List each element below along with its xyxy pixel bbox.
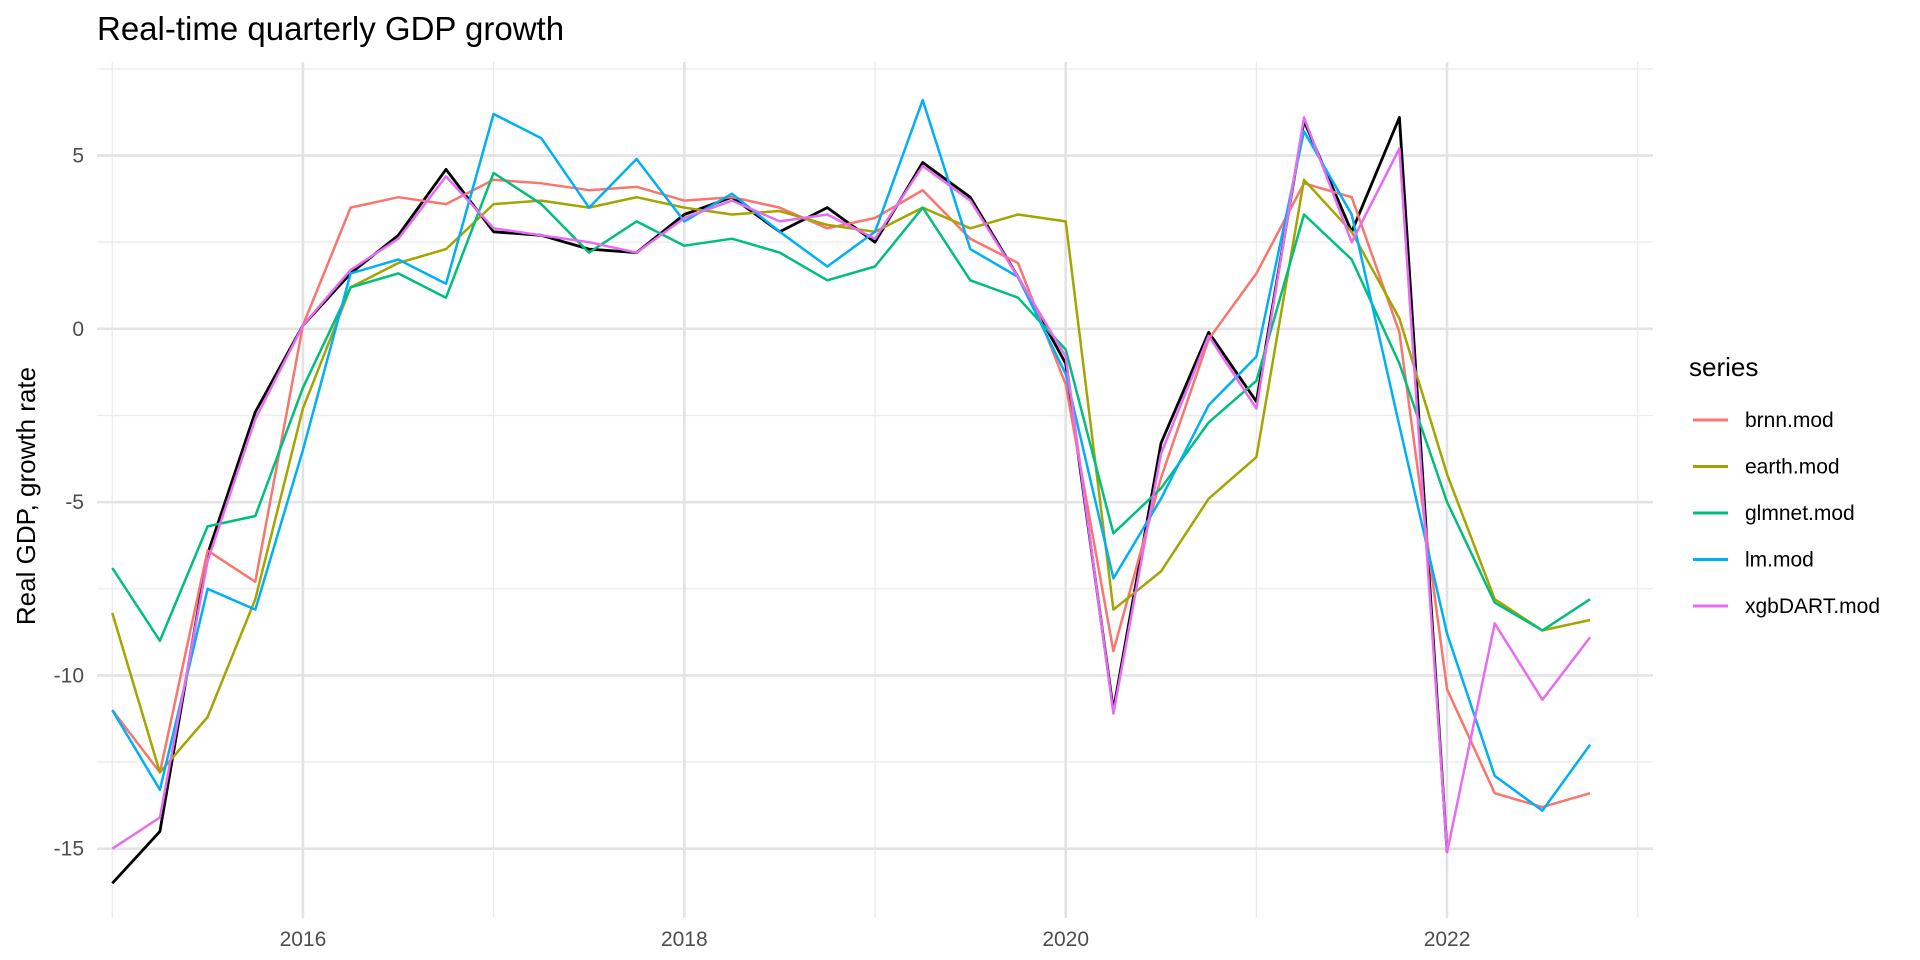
y-tick-label: -15: [54, 838, 84, 861]
major-grid: [97, 62, 1653, 918]
series-line-earth-mod: [111, 178, 1591, 774]
x-tick-label: 2016: [280, 928, 327, 951]
x-tick-label: 2020: [1042, 928, 1089, 951]
legend-item: glmnet.mod: [1693, 502, 1855, 525]
y-tick-label: 5: [72, 145, 84, 168]
legend-item: xgbDART.mod: [1693, 595, 1880, 618]
legend-label: lm.mod: [1745, 549, 1814, 572]
x-axis-tick-labels: 2016 2018 2020 2022: [280, 928, 1471, 951]
legend-label: xgbDART.mod: [1745, 595, 1880, 618]
series-line-lm-mod: [111, 98, 1592, 812]
legend-label: glmnet.mod: [1745, 502, 1855, 525]
legend-item: lm.mod: [1693, 549, 1814, 572]
y-tick-label: -5: [65, 491, 84, 514]
series-line-glmnet-mod: [111, 171, 1591, 643]
legend-item: earth.mod: [1693, 456, 1840, 479]
y-tick-label: -10: [54, 664, 84, 687]
series-line-xgbdart-mod: [111, 116, 1592, 854]
legend-item: brnn.mod: [1693, 409, 1834, 432]
x-tick-label: 2018: [661, 928, 708, 951]
series-lines: [111, 98, 1592, 885]
legend-label: brnn.mod: [1745, 409, 1834, 432]
legend-title: series: [1689, 352, 1758, 382]
legend-label: earth.mod: [1745, 456, 1840, 479]
chart-title: Real-time quarterly GDP growth: [97, 10, 564, 47]
series-line-brnn-mod: [111, 178, 1591, 809]
y-axis-tick-labels: 5 0 -5 -10 -15: [54, 145, 84, 861]
legend: brnn.mod earth.mod glmnet.mod lm.mod xgbDART…: [1693, 409, 1880, 618]
y-tick-label: 0: [72, 318, 84, 341]
y-axis-title: Real GDP, growth rate: [11, 367, 41, 625]
x-tick-label: 2022: [1424, 928, 1471, 951]
